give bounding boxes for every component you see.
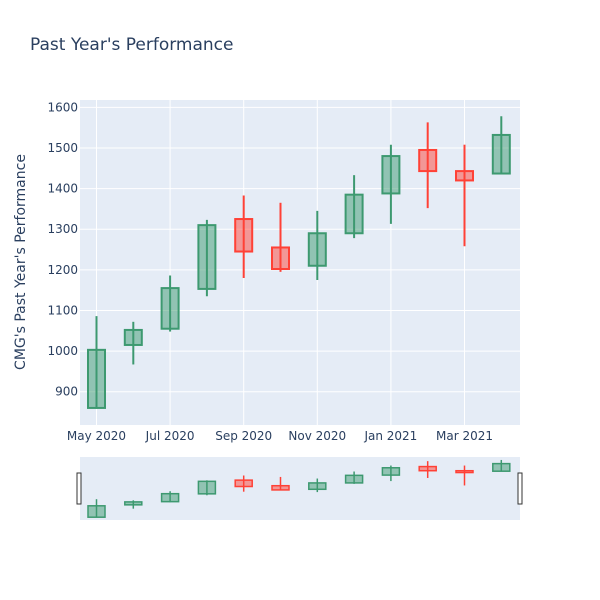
candle-body — [418, 148, 438, 173]
mini-candle-body — [455, 469, 474, 474]
candle-body — [87, 348, 106, 409]
range-slider[interactable] — [80, 457, 520, 520]
x-tick-label: May 2020 — [67, 429, 126, 443]
mini-candle — [381, 465, 401, 482]
candle[interactable] — [271, 202, 290, 272]
x-tick-label: Nov 2020 — [288, 429, 346, 443]
candle-body — [381, 155, 401, 195]
grid-lines — [80, 100, 520, 425]
candle[interactable] — [344, 175, 364, 239]
mini-candle-body — [160, 492, 180, 503]
y-axis-label: CMG's Past Year's Performance — [13, 154, 29, 370]
x-tick-label: Mar 2021 — [436, 429, 493, 443]
mini-candle-body — [344, 474, 364, 484]
chart-title: Past Year's Performance — [30, 35, 234, 55]
candles-group[interactable] — [87, 116, 511, 409]
mini-candle — [455, 465, 474, 486]
y-tick-label: 1500 — [47, 141, 78, 155]
range-slider-candles — [87, 459, 511, 518]
mini-candle-body — [271, 484, 290, 491]
candle-body — [455, 170, 474, 182]
mini-candle — [124, 500, 143, 509]
candle-body — [160, 287, 180, 330]
mini-candle — [197, 480, 217, 496]
y-tick-label: 1200 — [47, 263, 78, 277]
mini-candle-body — [381, 467, 401, 476]
x-axis-ticks: May 2020 Jul 2020 Sep 2020 Nov 2020 Jan 2021… — [67, 429, 493, 443]
candle[interactable] — [307, 210, 327, 280]
candle[interactable] — [197, 219, 217, 297]
y-tick-label: 1100 — [47, 303, 78, 317]
candle-body — [123, 328, 143, 346]
mini-candle-body — [308, 482, 327, 491]
y-tick-label: 1600 — [47, 100, 78, 114]
plot-area — [80, 100, 520, 425]
mini-candle-body — [492, 462, 511, 472]
y-tick-label: 1000 — [47, 344, 78, 358]
candle[interactable] — [381, 144, 401, 224]
candle[interactable] — [234, 195, 254, 278]
y-tick-label: 900 — [55, 385, 78, 399]
range-slider-left-handle[interactable] — [76, 472, 82, 505]
mini-candle — [344, 471, 364, 484]
candle-body — [344, 193, 364, 235]
mini-candle — [271, 476, 290, 491]
y-tick-label: 1400 — [47, 182, 78, 196]
y-axis-ticks: 900 1000 1100 1200 1300 1400 1500 1600 — [47, 100, 78, 398]
mini-candle-body — [87, 505, 106, 518]
mini-candle-body — [197, 480, 217, 495]
candle[interactable] — [491, 116, 511, 175]
mini-candle — [234, 475, 253, 492]
candle-body — [307, 232, 327, 267]
mini-candle — [418, 461, 437, 478]
candle-body — [197, 224, 217, 290]
y-tick-label: 1300 — [47, 222, 78, 236]
mini-candle — [308, 478, 327, 493]
mini-candle-body — [124, 501, 143, 506]
candle[interactable] — [418, 122, 438, 209]
candle[interactable] — [455, 144, 474, 247]
candle-body — [271, 246, 290, 270]
candle-body — [491, 133, 511, 175]
mini-candle-body — [418, 465, 437, 472]
x-tick-label: Sep 2020 — [215, 429, 272, 443]
x-tick-label: Jan 2021 — [363, 429, 417, 443]
mini-candle-body — [234, 479, 253, 488]
mini-candle — [160, 491, 180, 503]
candle[interactable] — [160, 275, 180, 332]
x-tick-label: Jul 2020 — [145, 429, 195, 443]
candle-body — [234, 218, 254, 253]
candle[interactable] — [87, 316, 106, 409]
mini-candle — [87, 499, 106, 518]
candle[interactable] — [123, 321, 143, 365]
range-slider-right-handle[interactable] — [517, 472, 523, 505]
mini-candle — [492, 459, 511, 472]
